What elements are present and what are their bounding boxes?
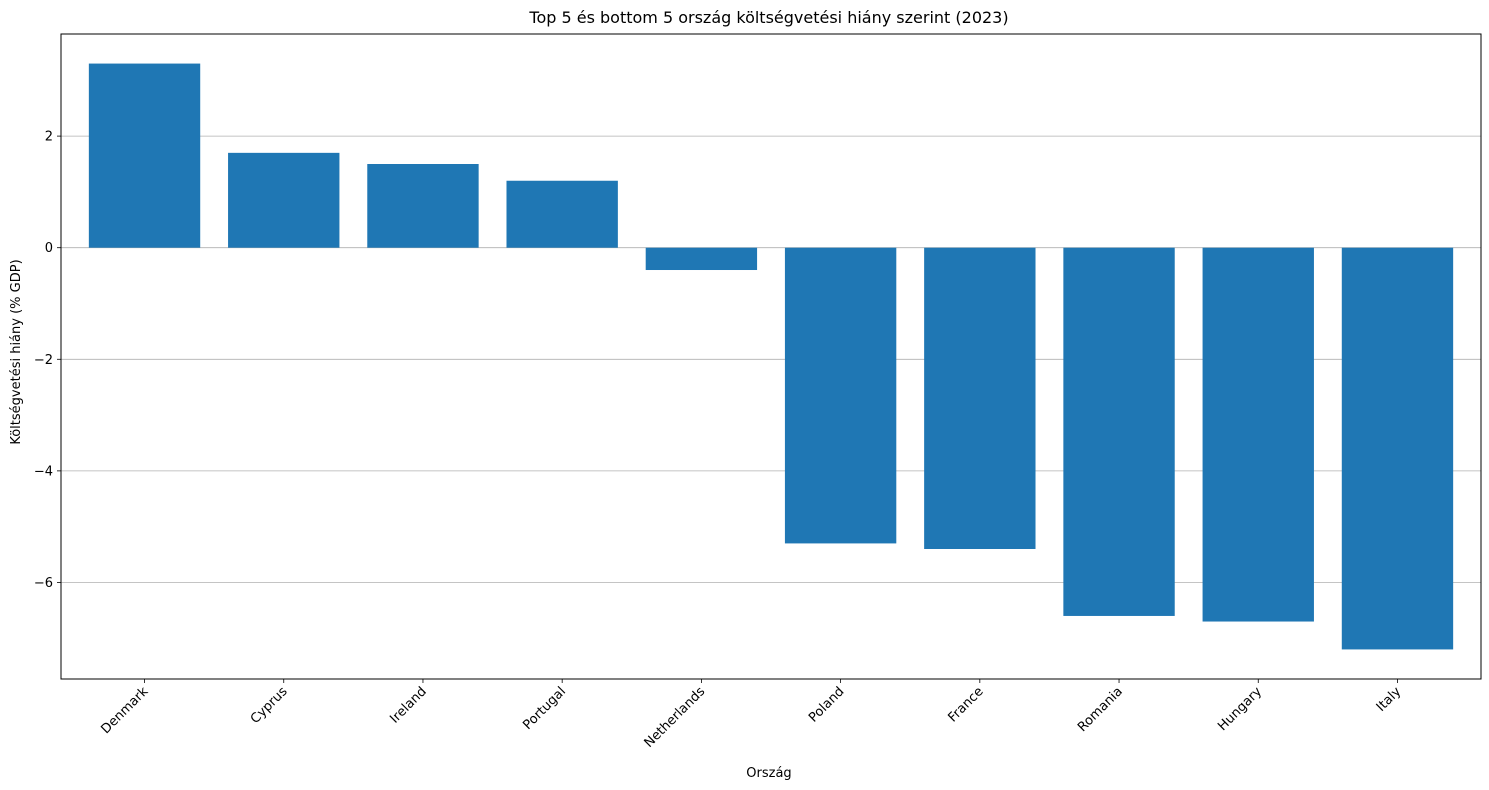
y-tick-label: −4 (34, 464, 53, 479)
bar-hungary (1202, 247, 1314, 622)
x-tick-label: Portugal (520, 684, 569, 733)
x-tick-label: France (945, 684, 986, 725)
x-tick-label: Cyprus (248, 684, 291, 727)
y-tick-label: 2 (45, 130, 53, 145)
bar-denmark (88, 63, 201, 248)
x-tick-label: Hungary (1215, 684, 1265, 734)
x-tick-label: Denmark (98, 684, 151, 737)
bar-poland (784, 247, 897, 544)
plot-frame (60, 33, 1482, 680)
bar-portugal (506, 180, 618, 248)
x-tick-label: Romania (1075, 684, 1126, 735)
bar-netherlands (645, 247, 758, 271)
x-axis-ticks: Denmark Cyprus Ireland Portugal Netherlands P… (98, 679, 1405, 751)
y-tick-label: 0 (45, 241, 53, 256)
y-tick-label: −6 (34, 576, 53, 591)
bars (88, 63, 1454, 650)
x-tick-label: Ireland (387, 684, 429, 726)
chart-title: Top 5 és bottom 5 ország költségvetési h… (528, 8, 1008, 27)
bar-romania (1063, 247, 1175, 616)
bar-italy (1341, 247, 1454, 650)
y-axis-label: Költségvetési hiány (% GDP) (9, 259, 24, 444)
y-tick-label: −2 (34, 353, 53, 368)
x-tick-label: Poland (806, 684, 847, 725)
x-tick-label: Italy (1374, 684, 1405, 715)
x-tick-label: Netherlands (642, 684, 709, 751)
x-axis-label: Ország (746, 766, 791, 781)
bar-ireland (367, 164, 479, 248)
bar-france (924, 247, 1036, 549)
bar-cyprus (228, 152, 340, 248)
y-axis-ticks: 2 0 −2 −4 −6 (34, 130, 61, 591)
